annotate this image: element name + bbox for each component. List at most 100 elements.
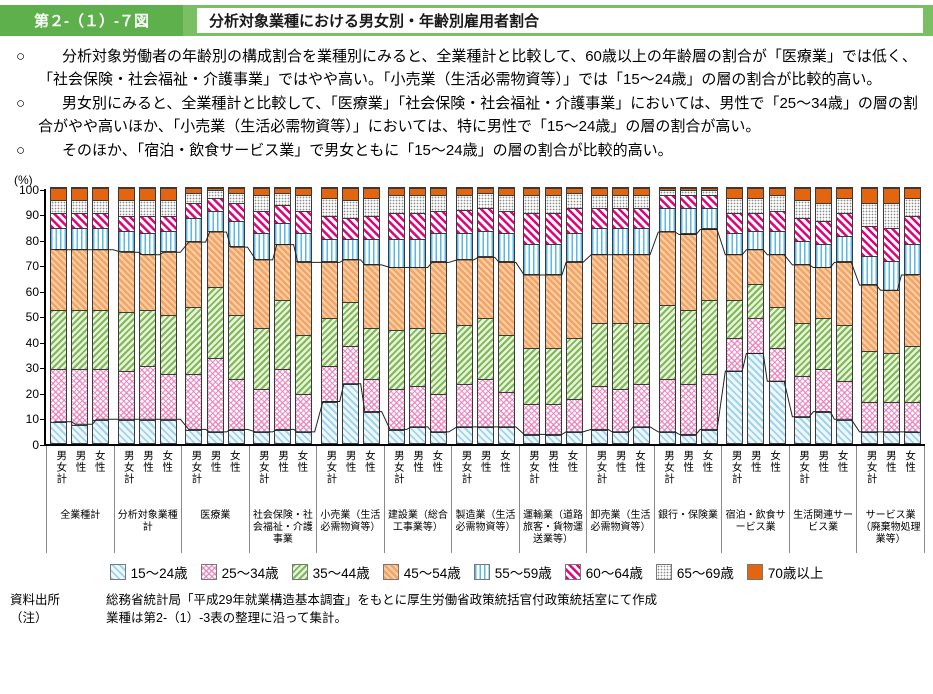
segment-25～34歳 <box>342 345 358 384</box>
segment-25～34歳 <box>456 383 472 428</box>
segment-70歳以上 <box>837 187 853 198</box>
segment-25～34歳 <box>613 388 629 433</box>
bar-group-運輸業（道路旅客・貨物運送業等） <box>519 186 587 444</box>
segment-35～44歳 <box>477 317 493 379</box>
segment-55～59歳 <box>701 207 717 229</box>
segment-60～64歳 <box>769 210 785 231</box>
segment-45～54歳 <box>769 253 785 308</box>
segment-45～54歳 <box>883 289 899 354</box>
segment-70歳以上 <box>477 187 493 193</box>
segment-60～64歳 <box>794 218 810 242</box>
segment-35～44歳 <box>321 317 337 367</box>
segment-65～69歳 <box>456 195 472 211</box>
segment-60～64歳 <box>701 195 717 208</box>
y-tick-0: 0 <box>32 437 45 452</box>
segment-45～54歳 <box>51 248 67 310</box>
segment-60～64歳 <box>613 207 629 229</box>
segment-70歳以上 <box>296 187 312 196</box>
segment-60～64歳 <box>592 207 608 229</box>
segment-15～24歳 <box>477 427 493 443</box>
stacked-bar-分析対象業種計-女性 <box>160 186 178 444</box>
bar-label-男性: 男性 <box>547 449 560 473</box>
bar-sublabels: 男女計 男性 女性 <box>182 446 249 508</box>
segment-15～24歳 <box>748 353 764 443</box>
stacked-bar-社会保険・社会福祉・介護事業-男性 <box>274 186 292 444</box>
segment-55～59歳 <box>477 230 493 257</box>
legend-label: 15～24歳 <box>130 565 188 581</box>
segment-45～54歳 <box>93 248 109 310</box>
segment-60～64歳 <box>862 225 878 257</box>
segment-25～34歳 <box>659 378 675 433</box>
segment-55～59歳 <box>680 207 696 234</box>
bar-label-男性: 男性 <box>209 449 222 473</box>
bar-sublabels: 男女計 男性 女性 <box>115 446 182 508</box>
stacked-bar-建設業（総合工事業等）-女性 <box>430 186 448 444</box>
segment-25～34歳 <box>592 386 608 430</box>
segment-35～44歳 <box>456 325 472 384</box>
bar-label-男性: 男性 <box>884 449 897 473</box>
segment-25～34歳 <box>794 376 810 417</box>
segment-25～34歳 <box>207 358 223 433</box>
segment-45～54歳 <box>389 266 405 331</box>
segment-55～59歳 <box>342 238 358 259</box>
segment-15～24歳 <box>634 427 650 443</box>
bar-label-男性: 男性 <box>817 449 830 473</box>
bar-group-生活関連サービス業 <box>790 186 858 444</box>
segment-25～34歳 <box>837 381 853 420</box>
note-label: （注） <box>10 611 48 626</box>
group-label-cell: 男女計 男性 女性 宿泊・飲食サービス業 <box>722 445 790 553</box>
segment-65～69歳 <box>904 197 920 216</box>
bar-label-男女計: 男女計 <box>663 449 676 485</box>
segment-15～24歳 <box>139 419 155 443</box>
segment-70歳以上 <box>499 187 515 196</box>
stacked-bar-宿泊・飲食サービス業-女性 <box>768 186 786 444</box>
group-label-cell: 男女計 男性 女性 サービス業（廃棄物処理業等） <box>857 445 925 553</box>
segment-65～69歳 <box>659 190 675 196</box>
bar-group-サービス業（廃棄物処理業等） <box>857 186 925 444</box>
source-text: 総務省統計局「平成29年就業構造基本調査」をもとに厚生労働省政策統括官付政策統括… <box>106 592 658 607</box>
segment-70歳以上 <box>566 187 582 193</box>
legend-label: 45～54歳 <box>403 565 461 581</box>
segment-15～24歳 <box>659 432 675 443</box>
segment-45～54歳 <box>566 261 582 338</box>
x-axis-labels: 男女計 男性 女性 全業種計 男女計 男性 女性 分析対象業種計 男女計 男性 女性 医療業 男女計 男性… <box>46 445 925 553</box>
bar-group-卸売業（生活必需物資等） <box>587 186 655 444</box>
source-row: 資料出所 総務省統計局「平成29年就業構造基本調査」をもとに厚生労働省政策統括官… <box>10 591 933 610</box>
segment-70歳以上 <box>815 187 831 203</box>
segment-60～64歳 <box>118 215 134 231</box>
legend-swatch-icon <box>382 563 399 580</box>
segment-35～44歳 <box>659 304 675 379</box>
segment-35～44歳 <box>727 299 743 338</box>
segment-60～64歳 <box>207 197 223 211</box>
segment-70歳以上 <box>253 187 269 196</box>
segment-60～64歳 <box>72 213 88 229</box>
segment-25～34歳 <box>524 404 540 435</box>
stacked-bar-医療業-女性 <box>227 186 245 444</box>
segment-70歳以上 <box>456 187 472 196</box>
stacked-bar-卸売業（生活必需物資等）-男性 <box>612 186 630 444</box>
segment-65～69歳 <box>727 197 743 214</box>
segment-60～64歳 <box>431 210 447 234</box>
segment-60～64歳 <box>93 213 109 229</box>
bar-label-女性: 女性 <box>566 449 579 473</box>
segment-65～69歳 <box>410 195 426 214</box>
segment-60～64歳 <box>363 215 379 239</box>
group-name: 製造業（生活必需物資等） <box>455 509 516 533</box>
segment-35～44歳 <box>592 322 608 387</box>
segment-70歳以上 <box>769 187 785 196</box>
segment-55～59歳 <box>139 233 155 254</box>
segment-25～34歳 <box>253 388 269 433</box>
segment-55～59歳 <box>296 233 312 262</box>
segment-25～34歳 <box>93 368 109 420</box>
stacked-bar-サービス業（廃棄物処理業等）-男女計 <box>861 186 879 444</box>
segment-25～34歳 <box>769 348 785 382</box>
segment-60～64歳 <box>410 213 426 239</box>
bar-label-女性: 女性 <box>634 449 646 473</box>
segment-55～59歳 <box>410 238 426 267</box>
bar-label-男性: 男性 <box>614 449 627 473</box>
segment-60～64歳 <box>139 215 155 234</box>
segment-55～59歳 <box>456 233 472 259</box>
bar-label-男女計: 男女計 <box>460 449 473 485</box>
stacked-bar-運輸業（道路旅客・貨物運送業等）-男性 <box>544 186 562 444</box>
segment-25～34歳 <box>566 399 582 433</box>
